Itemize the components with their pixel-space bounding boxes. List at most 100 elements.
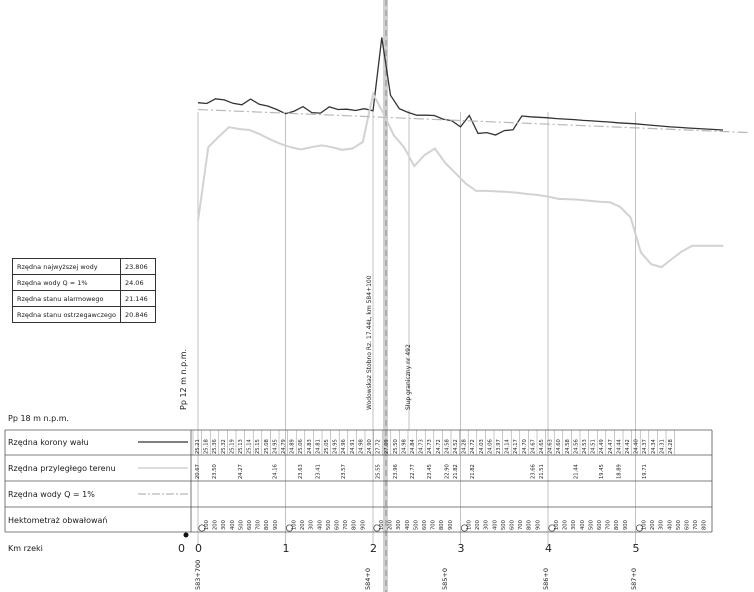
legend-row: Rzędna stanu alarmowego 21.146 [12,290,156,307]
hectometre-label: 800 [527,520,533,530]
terrain-value-label: 23.45 [427,464,433,479]
crest-value-label: 24.56 [573,439,579,454]
hectometre-label: 400 [405,520,411,530]
crest-value-label: 25.18 [204,439,210,454]
legend-label: Rzędna stanu alarmowego [12,290,121,307]
crest-value-label: 24.58 [444,439,450,454]
hectometre-label: 400 [580,520,586,530]
legend-label: Rzędna najwyższej wody [12,258,121,275]
crest-value-label: 25.08 [264,439,270,454]
crest-value-label: 24.63 [548,439,554,454]
terrain-line-series [197,90,724,269]
crest-value-label: 27.09 [384,439,390,454]
hectometre-label: 400 [230,520,236,530]
row-label-crest: Rzędna korony wału [8,438,89,447]
hectometre-label: 500 [588,520,594,530]
hectometre-label: 100 [292,520,298,530]
hectometre-label: 800 [352,520,358,530]
crest-value-label: 24.28 [668,439,674,454]
crest-value-label: 24.44 [616,438,622,454]
crest-value-label: 24.51 [591,439,597,454]
legend-label: Rzędna wody Q = 1% [12,274,121,291]
terrain-value-label: 21.44 [573,463,579,479]
crest-value-label: 24.06 [487,439,493,454]
hectometre-label: 800 [614,520,620,530]
terrain-value-label: 21.82 [453,464,459,479]
hectometre-label: 900 [360,520,366,530]
legend-value: 20.846 [119,306,156,323]
crest-value-label: 24.34 [651,438,657,454]
terrain-value-label: 23.96 [393,464,399,479]
crest-value-label: 25.13 [238,439,244,454]
crest-value-label: 24.42 [625,439,631,454]
hectometre-label: 600 [597,520,603,530]
crest-value-label: 24.89 [290,439,296,454]
hectometre-label: 600 [335,520,341,530]
hectometre-label: 800 [702,520,708,530]
legend-value: 21.146 [119,290,156,307]
crest-value-label: 24.73 [419,439,425,454]
legend-value: 24.06 [119,274,156,291]
terrain-value-label: 23.41 [315,464,321,479]
boundary-post-label: Słup graniczny nr 492 [405,344,412,410]
hectometre-label: 400 [317,520,323,530]
crest-value-label: 24.60 [556,439,562,454]
crest-value-label: 24.31 [659,439,665,454]
crest-value-label: 24.03 [479,439,485,454]
terrain-value-label: 18.89 [616,464,622,479]
chainage-label: 585+0 [441,568,449,590]
hectometre-marker-icon [198,524,206,532]
crest-value-label: 24.83 [307,439,313,454]
hectometre-label: 300 [484,520,490,530]
hectometre-label: 700 [693,520,699,530]
crest-value-label: 24.65 [539,439,545,454]
hectometre-label: 500 [501,520,507,530]
hectometre-label: 800 [264,520,270,530]
terrain-value-label: 19.71 [642,464,648,479]
hectometre-label: 900 [448,520,454,530]
terrain-value-label: 23.57 [341,464,347,479]
hectometre-label: 300 [309,520,315,530]
hectometre-label: 200 [650,520,656,530]
terrain-value-label: 24.16 [272,464,278,479]
hectometre-label: 500 [326,520,332,530]
hectometre-label: 600 [422,520,428,530]
crest-value-label: 24.28 [462,439,468,454]
hectometre-marker-icon [460,524,469,532]
km-mark-label: 5 [633,542,640,555]
crest-value-label: 25.36 [212,439,218,454]
hectometre-label: 900 [535,520,541,530]
crest-value-label: 24.81 [315,439,321,454]
hectometre-label: 500 [413,520,419,530]
crest-value-label: 24.95 [272,439,278,454]
datum-label-pp18: Pp 18 m n.p.m. [8,414,70,423]
crest-value-label: 25.19 [229,439,235,454]
hectometre-label: 100 [467,520,473,530]
crest-value-label: 24.84 [410,438,416,454]
crest-value-label: 24.52 [453,439,459,454]
hectometre-marker-icon [285,524,294,532]
legend-label: Rzędna stanu ostrzegawczego [12,306,121,323]
hectometre-label: 100 [642,520,648,530]
crest-value-label: 25.32 [221,439,227,454]
crest-value-label: 24.98 [401,439,407,454]
crest-value-label: 24.67 [530,439,536,454]
legend-row: Rzędna najwyższej wody 23.806 [12,258,156,275]
crest-value-label: 24.90 [367,439,373,454]
hectometre-label: 200 [213,520,219,530]
crest-value-label: 24.79 [281,439,287,454]
hectometre-label: 200 [563,520,569,530]
terrain-value-label: 22.77 [410,464,416,479]
water-level-line-series [197,108,751,134]
km-mark-label: 3 [458,542,465,555]
km-origin-label: 0 [178,542,185,555]
hectometre-marker-icon [548,524,556,532]
hectometre-label: 600 [510,520,516,530]
terrain-value-label: 25.55 [376,464,382,479]
water-level-legend-table: Rzędna najwyższej wody 23.806 Rzędna wody… [12,258,156,323]
hectometre-label: 200 [300,520,306,530]
crest-value-label: 27.72 [376,439,382,454]
crest-value-label: 24.98 [358,439,364,454]
hectometre-label: 300 [221,520,227,530]
